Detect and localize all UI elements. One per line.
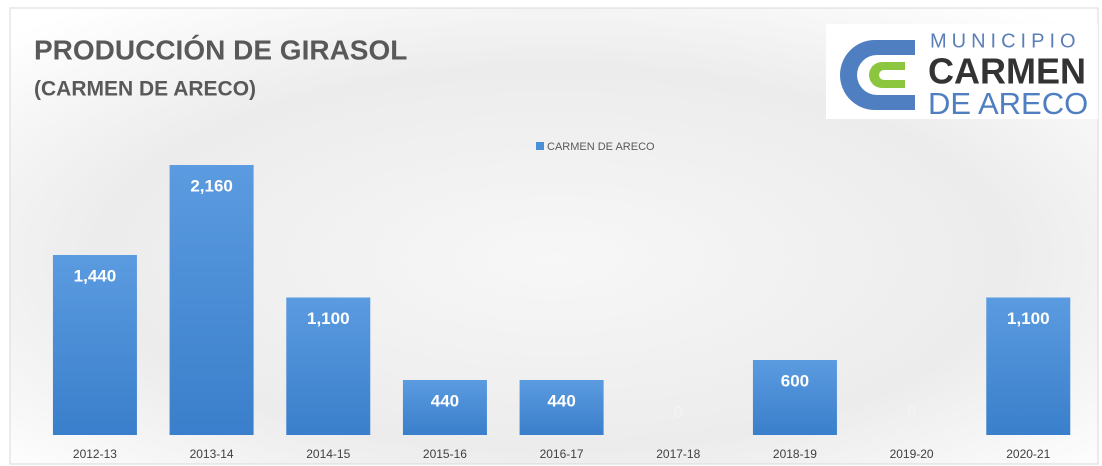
- x-tick-label: 2017-18: [656, 447, 700, 461]
- x-tick-label: 2016-17: [540, 447, 584, 461]
- data-label: 1,100: [1007, 309, 1050, 328]
- logo-bottom: DE ARECO: [928, 86, 1088, 121]
- x-tick-label: 2015-16: [423, 447, 467, 461]
- legend-swatch: [536, 142, 544, 150]
- x-tick-label: 2012-13: [73, 447, 117, 461]
- chart-title: PRODUCCIÓN DE GIRASOL: [34, 34, 407, 65]
- data-label: 0: [674, 402, 683, 421]
- logo-top: MUNICIPIO: [930, 30, 1081, 52]
- bar: [52, 255, 137, 435]
- bar: [986, 297, 1071, 435]
- data-label: 440: [547, 391, 575, 410]
- logo-e: [869, 62, 905, 88]
- bar: [286, 297, 371, 435]
- bar: [519, 380, 604, 435]
- bar: [402, 380, 487, 435]
- data-label: 1,440: [74, 266, 117, 285]
- x-tick-label: 2020-21: [1006, 447, 1050, 461]
- x-tick-label: 2019-20: [890, 447, 934, 461]
- chart-subtitle: (CARMEN DE ARECO): [34, 78, 256, 101]
- bar: [169, 165, 254, 435]
- data-label: 1,100: [307, 309, 350, 328]
- bar: [752, 360, 837, 435]
- x-tick-label: 2018-19: [773, 447, 817, 461]
- x-tick-label: 2013-14: [190, 447, 234, 461]
- logo-middle: CARMEN: [928, 51, 1086, 92]
- data-label: 440: [431, 391, 459, 410]
- logo: MUNICIPIO CARMEN DE ARECO: [826, 24, 1098, 121]
- data-label: 600: [781, 371, 809, 390]
- x-tick-label: 2014-15: [306, 447, 350, 461]
- logo-c: [840, 40, 915, 110]
- data-label: 2,160: [190, 176, 233, 195]
- data-label: 0: [907, 402, 916, 421]
- legend-label: CARMEN DE ARECO: [547, 141, 655, 153]
